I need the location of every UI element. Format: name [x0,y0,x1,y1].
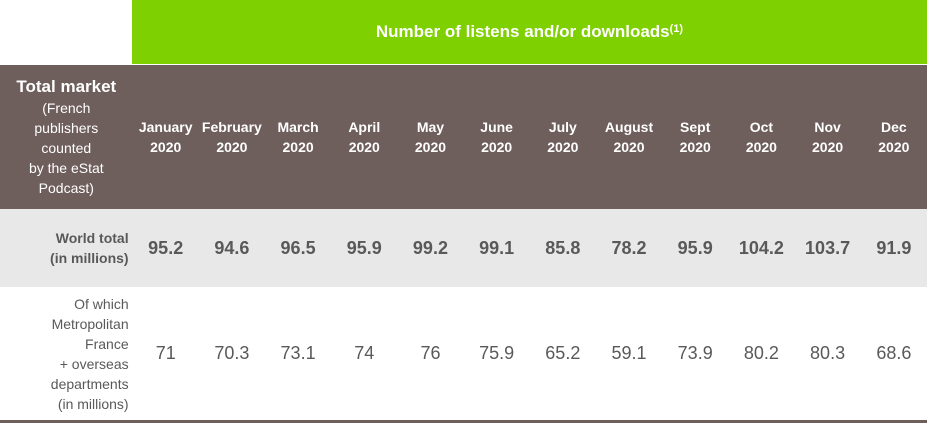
row-label-line: France [85,335,129,352]
value-cell: 65.2 [529,287,596,423]
value-cell: 91.9 [860,209,927,287]
row-label-line: (in millions) [57,395,129,412]
value-cell: 95.9 [331,209,398,287]
row-label-line: (in millions) [50,250,129,266]
value-cell: 59.1 [595,287,663,423]
value-cell: 75.9 [463,287,530,423]
year-label: 2020 [216,139,248,155]
header-month-cell: March 2020 [264,65,332,209]
year-label: 2020 [547,139,579,155]
year-label: 2020 [150,139,182,155]
banner-title: Number of listens and/or downloads [375,22,670,41]
month-label: May [416,119,445,135]
year-label: 2020 [481,139,513,155]
value-cell: 99.1 [463,209,530,287]
header-month-cell: Sept 2020 [662,65,729,209]
header-month-cell: July 2020 [529,65,596,209]
month-label: Dec [880,119,907,135]
header-month-cell: May 2020 [397,65,464,209]
year-label: 2020 [679,139,711,155]
header-month-cell: Dec 2020 [860,65,927,209]
header-month-cell: June 2020 [463,65,530,209]
value-cell: 80.3 [794,287,861,423]
header-month-cell: August 2020 [595,65,663,209]
value-cell: 94.6 [198,209,265,287]
value-cell: 95.9 [662,209,729,287]
header-month-cell: February 2020 [198,65,265,209]
month-label: Nov [814,119,841,135]
value-cell: 68.6 [860,287,927,423]
year-label: 2020 [282,139,314,155]
value-cell: 96.5 [264,209,332,287]
header-month-cell: April 2020 [331,65,398,209]
value-cell: 71 [132,287,199,423]
month-label: July [548,119,577,135]
month-label: February [201,119,262,135]
header-lead-title: Total market [16,77,117,96]
year-label: 2020 [348,139,380,155]
row-label-line: + overseas [59,355,129,372]
value-cell: 85.8 [529,209,596,287]
row-label-line: Of which [74,295,129,312]
month-label: Oct [749,119,774,135]
metropolitan-france-row: Of which Metropolitan France + overseas … [0,287,927,423]
year-label: 2020 [613,139,645,155]
header-lead-cell: Total market (French publishers counted … [0,65,133,209]
header-row: Total market (French publishers counted … [0,65,927,209]
banner-footnote: (1) [669,23,684,35]
year-label: 2020 [745,139,777,155]
header-month-cell: January 2020 [132,65,199,209]
month-label: January [138,119,193,135]
value-cell: 78.2 [595,209,663,287]
value-cell: 99.2 [397,209,464,287]
listens-table: Total market (French publishers counted … [0,65,927,423]
month-label: June [480,119,513,135]
table-banner: Number of listens and/or downloads (1) [132,0,927,64]
row-label-line: Metropolitan [51,315,129,332]
month-label: Sept [680,119,711,135]
header-month-cell: Nov 2020 [794,65,861,209]
row-label-line: departments [50,375,129,392]
header-lead-line: by the eStat [28,160,104,176]
value-cell: 70.3 [198,287,265,423]
month-label: August [604,119,654,135]
header-lead-line: (French [42,100,91,116]
value-cell: 73.1 [264,287,332,423]
row-label-line: World total [55,230,129,246]
value-cell: 74 [331,287,398,423]
header-lead-line: counted [41,140,92,156]
month-label: April [348,119,381,135]
value-cell: 104.2 [728,209,795,287]
row-label: Of which Metropolitan France + overseas … [0,287,133,423]
value-cell: 95.2 [132,209,199,287]
row-label: World total (in millions) [0,209,133,287]
year-label: 2020 [878,139,910,155]
world-total-row: World total (in millions) 95.2 94.6 96.5… [0,209,927,287]
value-cell: 76 [397,287,464,423]
year-label: 2020 [812,139,844,155]
header-lead-line: publishers [34,120,99,136]
value-cell: 103.7 [794,209,861,287]
header-lead-line: Podcast) [38,180,94,196]
header-month-cell: Oct 2020 [728,65,795,209]
value-cell: 80.2 [728,287,795,423]
year-label: 2020 [414,139,447,155]
month-label: March [277,119,319,135]
value-cell: 73.9 [662,287,729,423]
